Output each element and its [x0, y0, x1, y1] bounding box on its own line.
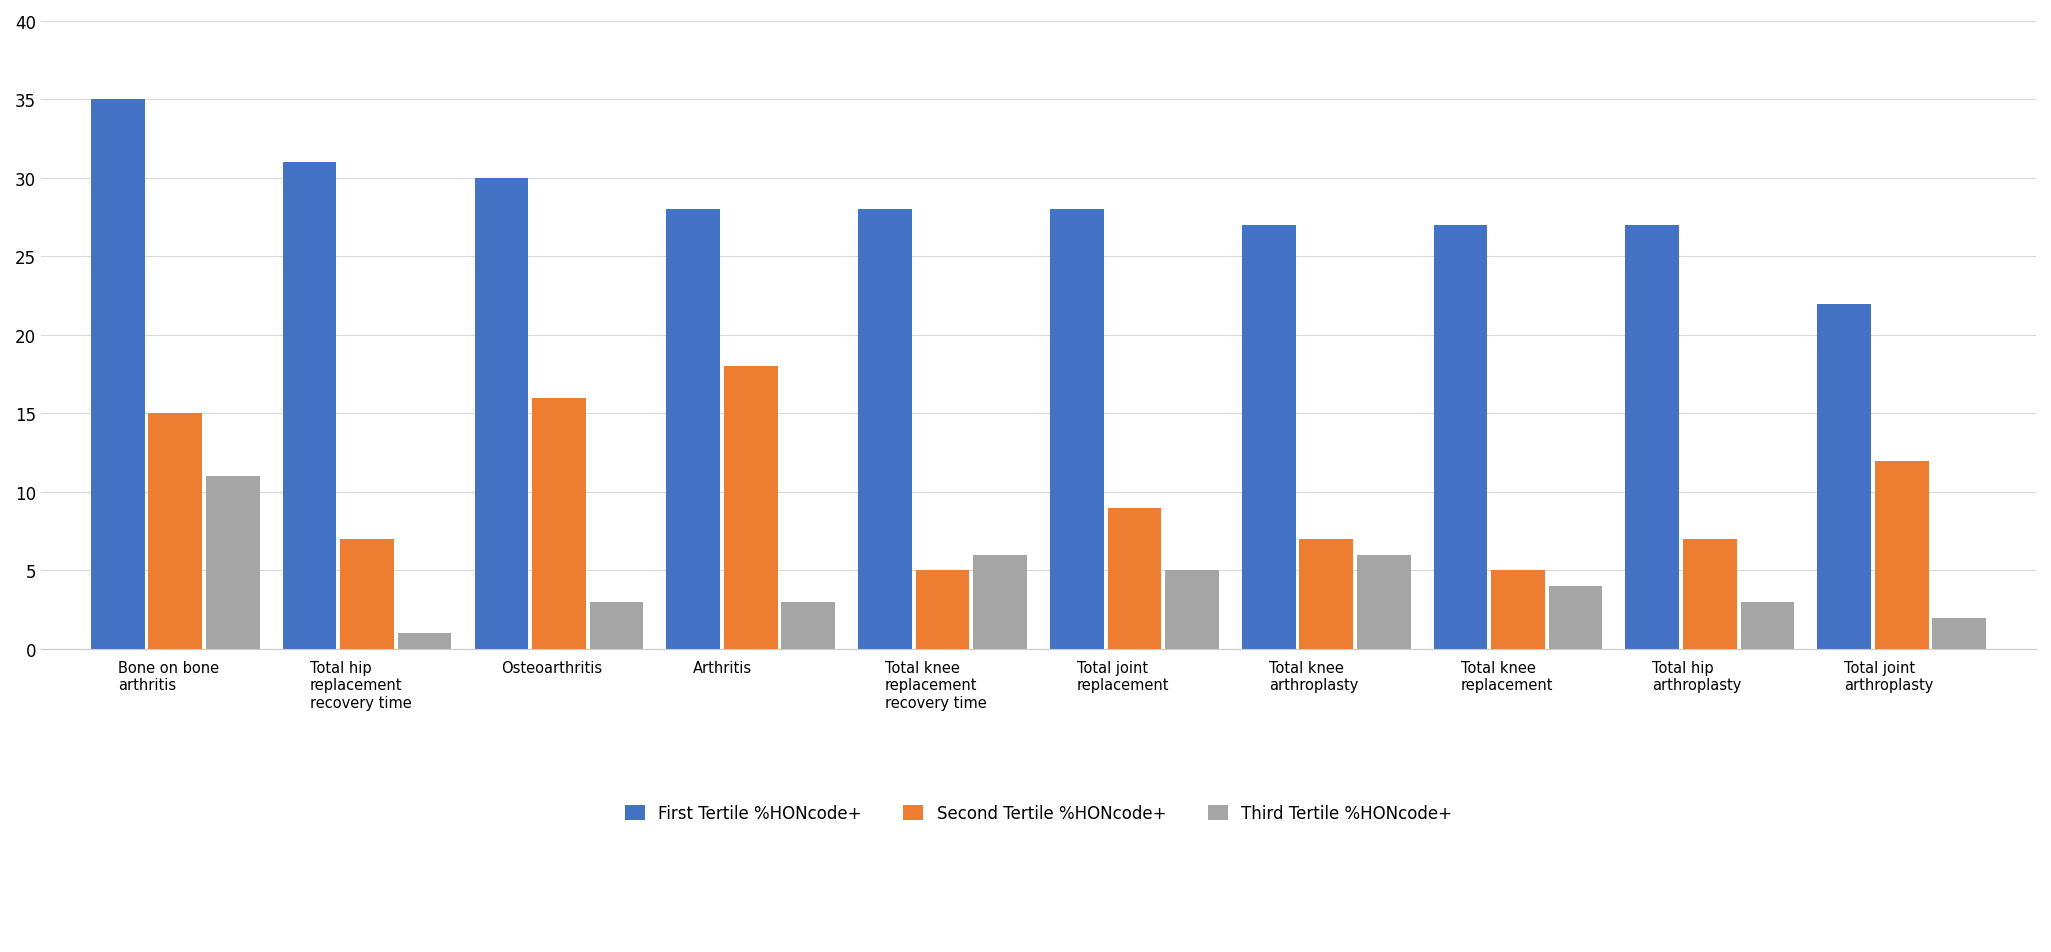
Bar [1626, 226, 1680, 649]
Bar [1817, 305, 1871, 649]
Bar [667, 210, 720, 649]
Bar [1358, 555, 1411, 649]
Bar [1491, 571, 1544, 649]
Bar [340, 540, 394, 649]
Bar [474, 179, 529, 649]
Bar [857, 210, 913, 649]
Bar [205, 477, 260, 649]
Bar [148, 414, 203, 649]
Bar [915, 571, 970, 649]
Legend: First Tertile %HONcode+, Second Tertile %HONcode+, Third Tertile %HONcode+: First Tertile %HONcode+, Second Tertile … [617, 798, 1458, 829]
Bar [90, 100, 144, 649]
Bar [398, 634, 451, 649]
Bar [1932, 618, 1985, 649]
Bar [1241, 226, 1296, 649]
Bar [1050, 210, 1103, 649]
Bar [1875, 461, 1928, 649]
Bar [531, 398, 587, 649]
Bar [974, 555, 1028, 649]
Bar [1684, 540, 1737, 649]
Bar [1741, 603, 1795, 649]
Bar [1549, 586, 1602, 649]
Bar [1300, 540, 1354, 649]
Bar [781, 603, 835, 649]
Bar [589, 603, 644, 649]
Bar [1108, 508, 1161, 649]
Bar [283, 163, 336, 649]
Bar [1165, 571, 1218, 649]
Bar [1434, 226, 1487, 649]
Bar [724, 367, 777, 649]
